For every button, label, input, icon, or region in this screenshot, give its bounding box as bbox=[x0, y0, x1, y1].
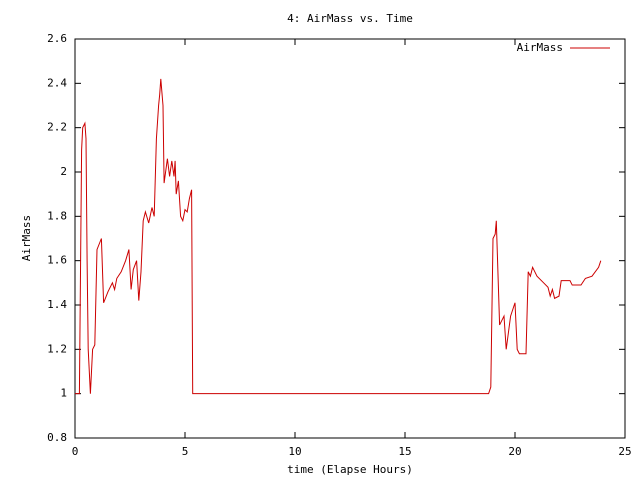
y-tick-label: 1 bbox=[60, 387, 67, 400]
y-tick-label: 1.8 bbox=[47, 209, 67, 222]
x-tick-label: 5 bbox=[182, 445, 189, 458]
x-tick-label: 25 bbox=[618, 445, 631, 458]
y-tick-label: 1.6 bbox=[47, 254, 67, 267]
y-tick-label: 2.4 bbox=[47, 76, 67, 89]
x-tick-label: 20 bbox=[508, 445, 521, 458]
y-tick-label: 0.8 bbox=[47, 431, 67, 444]
y-tick-label: 2 bbox=[60, 165, 67, 178]
y-tick-label: 2.6 bbox=[47, 32, 67, 45]
chart-title: 4: AirMass vs. Time bbox=[287, 12, 413, 25]
x-tick-label: 10 bbox=[288, 445, 301, 458]
x-axis-label: time (Elapse Hours) bbox=[287, 463, 413, 476]
y-tick-label: 1.2 bbox=[47, 342, 67, 355]
y-axis-label: AirMass bbox=[20, 215, 33, 261]
y-tick-label: 1.4 bbox=[47, 298, 67, 311]
data-line bbox=[75, 78, 602, 395]
y-tick-label: 2.2 bbox=[47, 121, 67, 134]
plot-frame bbox=[74, 38, 626, 439]
x-tick-label: 15 bbox=[398, 445, 411, 458]
x-tick-label: 0 bbox=[72, 445, 79, 458]
legend-label: AirMass bbox=[517, 41, 563, 54]
